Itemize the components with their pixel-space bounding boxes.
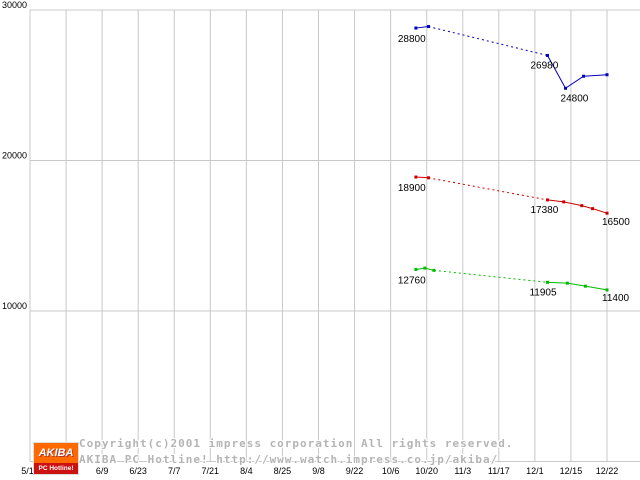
y-tick-label: 20000 [2,151,27,161]
series-green-segment [567,282,586,287]
x-tick-label: 6/9 [96,466,109,476]
series-red-value-label: 18900 [398,183,426,194]
series-green-segment [415,267,425,270]
series-green-value-label: 12760 [398,275,426,286]
series-blue-segment [565,75,584,89]
series-red-value-label: 16500 [602,217,630,228]
series-green-marker [545,280,549,284]
y-tick-label: 10000 [2,301,27,311]
copyright-text: Copyright(c)2001 impress corporation All… [79,437,514,450]
series-green-value-label: 11905 [529,287,557,298]
x-tick-label: 11/17 [488,466,510,476]
series-blue-segment [415,26,429,29]
y-tick-label: 30000 [2,0,27,10]
series-red-marker [426,176,430,180]
series-blue-marker [582,74,586,78]
series-blue-marker [414,26,418,30]
site-url-text: AKIBA PC Hotline! http://www.watch.impre… [79,453,499,466]
series-red-marker [414,175,418,179]
series-blue-marker [605,73,609,77]
series-blue-segment [547,55,566,89]
series-green-marker [583,284,587,288]
series-green-segment [585,285,608,291]
series-red-value-label: 17380 [530,205,558,216]
series-red-segment [547,199,564,203]
series-green-marker [565,281,569,285]
series-red-segment [563,201,582,207]
series-blue-marker [426,25,430,29]
series-green-segment [433,269,548,283]
series-blue-value-label: 24800 [561,93,589,104]
series-red-marker [580,204,584,208]
series-blue-segment [428,26,548,56]
akiba-logo-subtitle: PC Hotline! [34,463,78,474]
series-green-marker [423,266,427,270]
series-red-segment [415,176,429,179]
series-blue-segment [583,74,608,77]
series-red-segment [428,177,548,201]
x-tick-label: 12/1 [526,466,544,476]
x-tick-label: 12/22 [596,466,619,476]
series-red-segment [581,205,593,210]
x-tick-label: 9/22 [346,466,364,476]
akiba-logo: AKIBA PC Hotline! [33,442,79,475]
akiba-logo-title: AKIBA [34,443,78,463]
series-green-segment [547,281,568,284]
series-red-marker [605,211,609,215]
x-tick-label: 10/20 [415,466,438,476]
series-blue-value-label: 28800 [398,34,426,45]
series-green-marker [432,268,436,272]
series-red-marker [562,200,566,204]
series-green-segment [424,267,435,271]
series-blue-value-label: 26980 [530,60,558,71]
series-green-value-label: 11400 [602,293,630,304]
x-tick-label: 7/7 [168,466,181,476]
series-green-marker [414,267,418,271]
x-tick-label: 10/6 [382,466,400,476]
x-tick-label: 5/12 [21,466,39,476]
series-red-marker [591,207,595,211]
watermark: Copyright(c)2001 impress corporation All… [79,436,514,468]
series-green-marker [605,288,609,292]
x-tick-label: 6/23 [129,466,147,476]
series-blue-marker [564,86,568,90]
series-red-segment [592,208,608,214]
x-tick-label: 8/4 [240,466,253,476]
x-tick-label: 7/21 [202,466,220,476]
x-tick-label: 8/25 [274,466,292,476]
x-tick-label: 9/8 [312,466,325,476]
x-tick-label: 12/15 [560,466,583,476]
x-tick-label: 11/3 [454,466,471,476]
series-red-marker [545,198,549,202]
series-blue-marker [545,53,549,57]
